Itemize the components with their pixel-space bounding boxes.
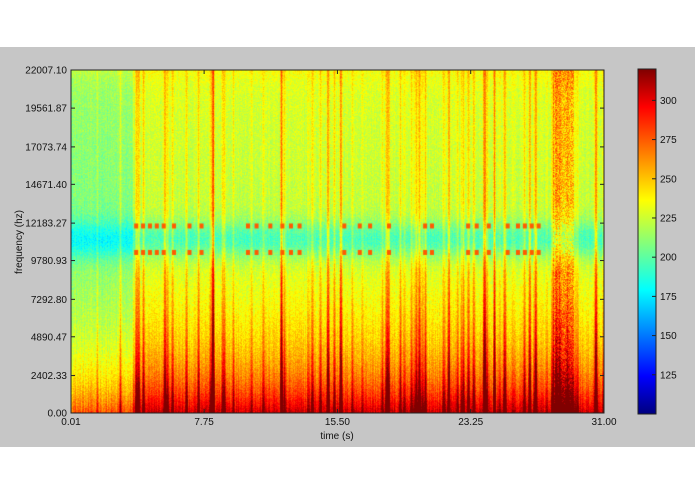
colorbar-tick-label: 225 xyxy=(660,213,677,224)
colorbar-tick-label: 200 xyxy=(660,253,677,264)
y-tick-label: 17073.74 xyxy=(25,142,67,153)
y-tick-label: 9780.93 xyxy=(31,256,68,267)
x-tick-label: 23.25 xyxy=(458,417,483,428)
x-tick-label: 7.75 xyxy=(194,417,214,428)
colorbar-tick-label: 150 xyxy=(660,331,677,342)
colorbar: 125 150 175 200 225 250 275 300 xyxy=(637,68,677,415)
y-tick-label: 14671.40 xyxy=(25,180,67,191)
y-axis-label: frequency (hz) xyxy=(14,210,25,274)
colorbar-tick-label: 175 xyxy=(660,292,677,303)
x-axis-label: time (s) xyxy=(320,431,353,442)
x-tick-label: 0.01 xyxy=(61,417,81,428)
y-tick-label: 12183.27 xyxy=(25,219,67,230)
colorbar-tick-label: 250 xyxy=(660,174,677,185)
y-tick-label: 0.00 xyxy=(48,409,68,420)
colorbar-ticks: 125 150 175 200 225 250 275 300 xyxy=(652,96,677,381)
y-tick-label: 2402.33 xyxy=(31,371,68,382)
x-tick-label: 15.50 xyxy=(325,417,350,428)
x-axis: 0.01 7.75 15.50 23.25 31.00 xyxy=(61,70,617,428)
y-tick-label: 7292.80 xyxy=(31,295,68,306)
y-tick-label: 4890.47 xyxy=(31,332,68,343)
spectrogram-chart: 0.00 2402.33 4890.47 7292.80 9780.93 12183.27… xyxy=(14,66,677,443)
y-tick-label: 19561.87 xyxy=(25,104,67,115)
colorbar-tick-label: 275 xyxy=(660,135,677,146)
colorbar-tick-label: 300 xyxy=(660,96,677,107)
figure-panel: 0.00 2402.33 4890.47 7292.80 9780.93 12183.27… xyxy=(0,47,695,447)
y-tick-label: 22007.10 xyxy=(25,66,67,77)
colorbar-gradient xyxy=(637,68,657,415)
spectrogram-image xyxy=(71,70,604,413)
y-axis: 0.00 2402.33 4890.47 7292.80 9780.93 12183.27… xyxy=(25,66,604,420)
spectrogram-plot-area xyxy=(71,70,604,413)
x-tick-label: 31.00 xyxy=(591,417,616,428)
colorbar-tick-label: 125 xyxy=(660,370,677,381)
